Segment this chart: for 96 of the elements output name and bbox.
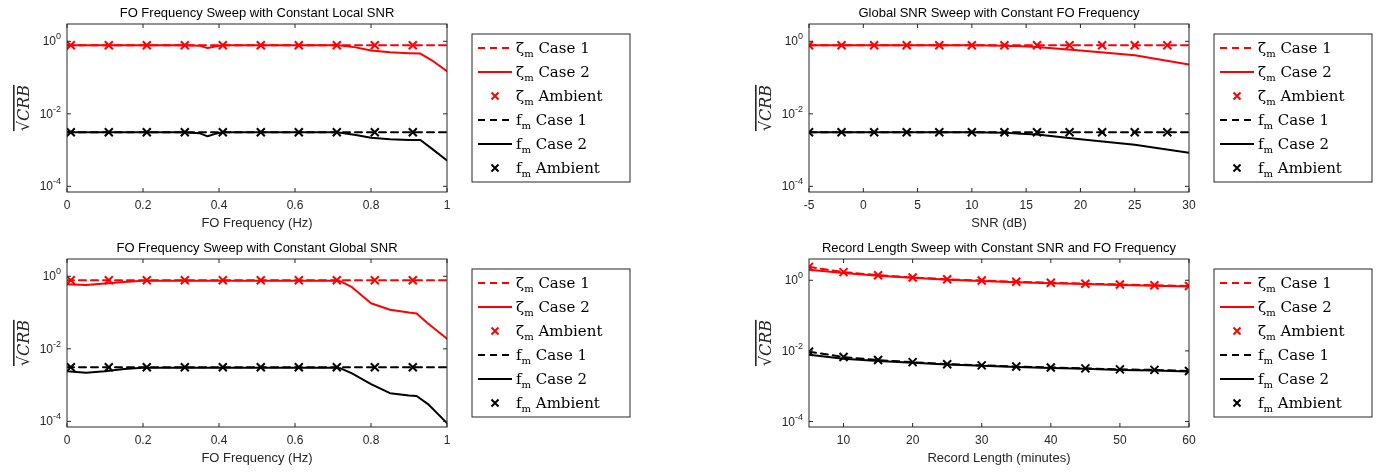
x-tick-label: 0.6	[286, 198, 304, 212]
x-axis-title: SNR (dB)	[971, 215, 1027, 230]
point	[838, 267, 849, 278]
x-axis-title: FO Frequency (Hz)	[201, 215, 313, 230]
legend-label: f$_{m}$ Case 2	[1258, 370, 1330, 390]
legend-label: ζ$_{m}$ Case 2	[516, 298, 590, 318]
point	[1114, 364, 1125, 375]
legend-label: ζ$_{m}$ Case 1	[516, 39, 590, 59]
y-tick-label: 10$^{0}$	[784, 31, 803, 49]
legend-label: ζ$_{m}$ Case 2	[1258, 298, 1332, 318]
y-tick-label: 10$^{-2}$	[39, 338, 61, 356]
legend-label: f$_{m}$ Case 2	[516, 135, 588, 155]
line-series	[67, 279, 447, 340]
point	[942, 359, 953, 370]
point	[1149, 280, 1160, 291]
legend-label: ζ$_{m}$ Ambient	[516, 322, 603, 342]
x-tick-label: 0.8	[362, 433, 380, 447]
line-series	[67, 366, 447, 425]
legend-label: ζ$_{m}$ Ambient	[1258, 322, 1345, 342]
x-tick-label: 50	[1113, 433, 1127, 447]
legend-label: f$_{m}$ Case 2	[1258, 135, 1330, 155]
y-axis-title: √CRB	[14, 319, 33, 367]
point	[838, 352, 849, 363]
legend-label: ζ$_{m}$ Case 1	[516, 274, 590, 294]
point	[873, 270, 884, 281]
legend-label: f$_{m}$ Case 1	[1258, 111, 1330, 131]
point	[907, 357, 918, 368]
x-tick-label: -5	[803, 198, 815, 212]
legend-label: ζ$_{m}$ Ambient	[1258, 87, 1345, 107]
legend-label: f$_{m}$ Ambient	[516, 159, 600, 179]
y-tick-label: 10$^{-2}$	[781, 103, 803, 121]
legend-label: f$_{m}$ Ambient	[1258, 159, 1342, 179]
x-tick-label: 0.4	[210, 433, 228, 447]
y-tick-label: 10$^{-4}$	[781, 176, 803, 194]
point	[873, 355, 884, 366]
x-tick-label: 0.6	[286, 433, 304, 447]
x-tick-label: 20	[1073, 198, 1088, 212]
point	[907, 272, 918, 283]
y-tick-label: 10$^{-2}$	[39, 103, 61, 121]
legend-label: ζ$_{m}$ Case 1	[1258, 39, 1332, 59]
legend-label: ζ$_{m}$ Case 2	[516, 63, 590, 83]
point	[1045, 362, 1056, 373]
legend-label: f$_{m}$ Ambient	[516, 394, 600, 414]
legend-label: ζ$_{m}$ Case 2	[1258, 63, 1332, 83]
point	[1080, 278, 1091, 289]
x-tick-label: 5	[914, 198, 922, 212]
y-tick-label: 10$^{-2}$	[781, 340, 803, 358]
point	[1114, 279, 1125, 290]
x-tick-label: 1	[443, 198, 451, 212]
point	[1011, 276, 1022, 287]
point	[1045, 277, 1056, 288]
y-tick-label: 10$^{0}$	[42, 31, 61, 49]
x-tick-label: 60	[1182, 433, 1196, 447]
x-tick-label: 30	[975, 433, 989, 447]
x-tick-label: 0.2	[134, 198, 152, 212]
x-tick-label: 15	[1019, 198, 1034, 212]
point	[976, 275, 987, 286]
y-axis-title: √CRB	[756, 319, 775, 367]
legend-label: ζ$_{m}$ Case 1	[1258, 274, 1332, 294]
point	[1149, 364, 1160, 375]
legend-label: ζ$_{m}$ Ambient	[516, 87, 603, 107]
point	[942, 274, 953, 285]
x-tick-label: 20	[905, 433, 920, 447]
y-tick-label: 10$^{-4}$	[39, 176, 61, 194]
x-axis-title: Record Length (minutes)	[927, 450, 1071, 465]
x-tick-label: 1	[443, 433, 451, 447]
point	[1080, 363, 1091, 374]
y-tick-label: 10$^{-4}$	[781, 411, 803, 429]
y-axis-title: √CRB	[756, 84, 775, 132]
point	[976, 360, 987, 371]
y-tick-label: 10$^{0}$	[42, 266, 61, 284]
x-tick-label: 40	[1044, 433, 1058, 447]
chart-title: FO Frequency Sweep with Constant Global SNR	[116, 240, 398, 255]
x-tick-label: 30	[1182, 198, 1196, 212]
x-tick-label: 0	[859, 198, 867, 212]
y-axis-title: √CRB	[14, 84, 33, 132]
x-tick-label: 0	[63, 198, 71, 212]
x-tick-label: 25	[1128, 198, 1142, 212]
x-tick-label: 10	[965, 198, 979, 212]
chart-title: Global SNR Sweep with Constant FO Frequency	[858, 5, 1141, 20]
legend-label: f$_{m}$ Case 2	[516, 370, 588, 390]
point	[1011, 361, 1022, 372]
x-tick-label: 10	[836, 433, 851, 447]
y-tick-label: 10$^{-4}$	[39, 411, 61, 429]
chart-title: FO Frequency Sweep with Constant Local SNR	[119, 5, 395, 20]
y-tick-label: 10$^{0}$	[784, 270, 803, 288]
legend-label: f$_{m}$ Case 1	[516, 111, 588, 131]
x-tick-label: 0.8	[362, 198, 380, 212]
legend-label: f$_{m}$ Case 1	[1258, 346, 1330, 366]
x-tick-label: 0.2	[134, 433, 152, 447]
x-tick-label: 0.4	[210, 198, 228, 212]
x-axis-title: FO Frequency (Hz)	[201, 450, 313, 465]
legend-label: f$_{m}$ Ambient	[1258, 394, 1342, 414]
chart-title: Record Length Sweep with Constant SNR and FO Frequency	[821, 240, 1177, 255]
legend-label: f$_{m}$ Case 1	[516, 346, 588, 366]
x-tick-label: 0	[63, 433, 71, 447]
